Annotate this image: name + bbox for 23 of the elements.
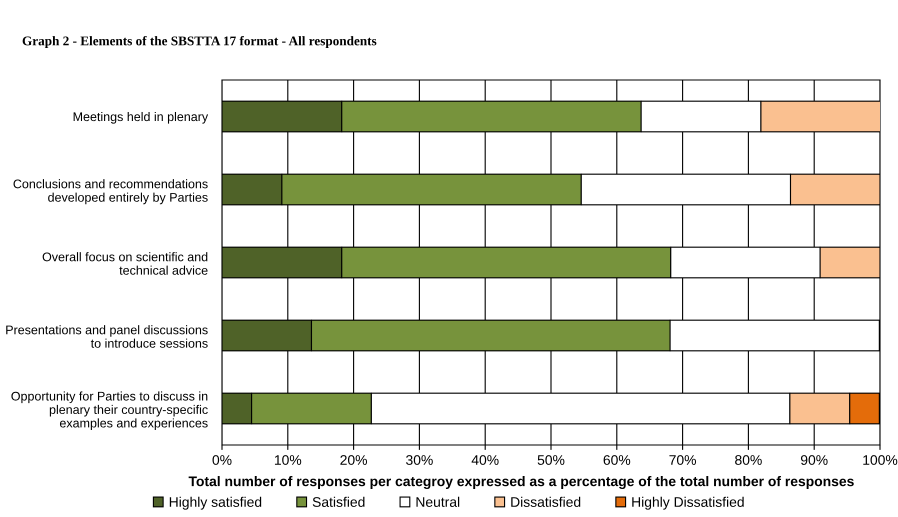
y-tick-label: Overall focus on scientific and technical advice bbox=[42, 252, 208, 275]
chart-title: Graph 2 - Elements of the SBSTTA 17 format - All respondents bbox=[22, 36, 376, 48]
legend-label: Neutral bbox=[416, 496, 460, 507]
x-tick-label: 70% bbox=[669, 455, 696, 465]
y-tick-label: Opportunity for Parties to discuss in plenary their country-specific examples and experiences bbox=[11, 391, 208, 430]
x-tick-label: 80% bbox=[735, 455, 762, 465]
x-tick-label: 10% bbox=[274, 455, 302, 465]
legend-label: Highly satisfied bbox=[170, 496, 262, 510]
x-tick-label: 100% bbox=[863, 455, 898, 465]
y-tick-label: Presentations and panel discussions to introduce sessions bbox=[6, 325, 208, 348]
legend-label: Dissatisfied bbox=[511, 496, 580, 507]
legend-label: Satisfied bbox=[312, 496, 364, 507]
x-tick-label: 0% bbox=[212, 455, 232, 465]
x-tick-label: 60% bbox=[604, 455, 630, 465]
x-tick-label: 20% bbox=[340, 455, 368, 465]
x-tick-label: 90% bbox=[800, 455, 828, 465]
y-tick-label: Meetings held in plenary bbox=[74, 112, 208, 124]
y-tick-label: Conclusions and recommendations developed entirely by Parties bbox=[14, 179, 208, 204]
x-tick-label: 40% bbox=[472, 455, 499, 465]
x-axis-title: Total number of responses per categroy expressed as a percentage of the total number of responses bbox=[188, 476, 854, 490]
legend-label: Highly Dissatisfied bbox=[632, 496, 744, 510]
x-tick-label: 30% bbox=[406, 455, 433, 465]
x-tick-label: 50% bbox=[538, 455, 564, 465]
